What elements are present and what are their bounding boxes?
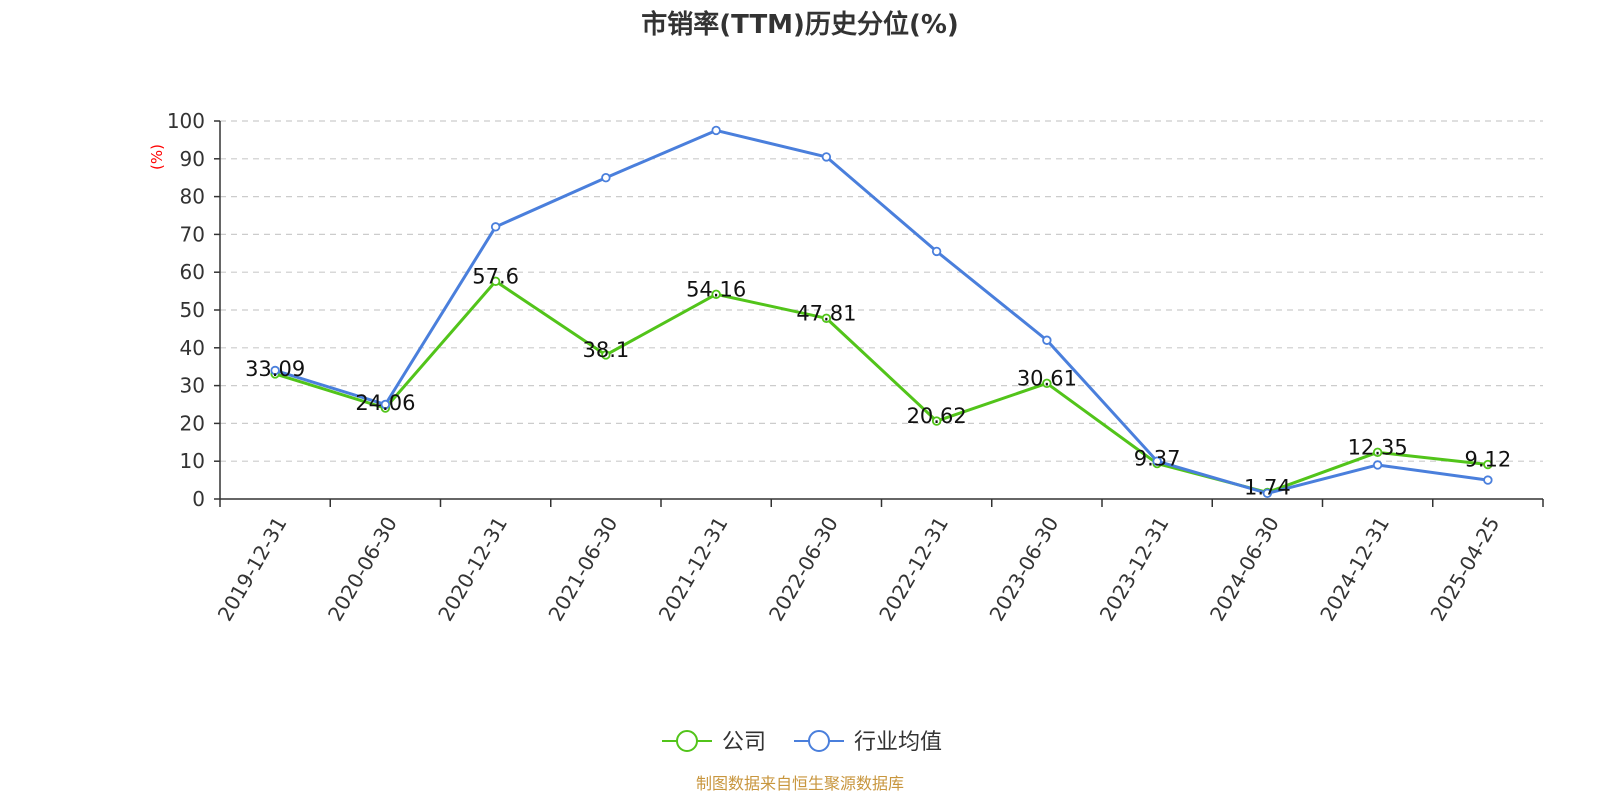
- data-labels: 33.09 24.06 57.6 38.1 54.16 47.81 20.62 30.61 9.…: [245, 264, 1511, 499]
- legend-item-0[interactable]: 公司: [662, 730, 766, 755]
- y-tick-label: 40: [180, 336, 205, 360]
- series-point[interactable]: [1152, 456, 1162, 466]
- y-tick-label: 70: [180, 222, 205, 246]
- legend-marker: [676, 730, 698, 752]
- y-tick-label: 60: [180, 260, 205, 284]
- x-tick-labels: 2019-12-31 2020-06-30 2020-12-31 2021-06-30…: [213, 513, 1505, 626]
- chart-title: 市销率(TTM)历史分位(%): [641, 9, 959, 40]
- x-tick-label: 2024-06-30: [1205, 513, 1284, 626]
- x-tick-label: 2025-04-25: [1425, 513, 1504, 626]
- x-tick-label: 2020-12-31: [433, 513, 512, 626]
- x-tick-label: 2024-12-31: [1315, 513, 1394, 626]
- y-tick-labels: 0 10 20 30 40 50 60 70 80 90 100: [167, 109, 205, 511]
- legend-label: 行业均值: [854, 730, 942, 755]
- y-tick-label: 90: [180, 147, 205, 171]
- data-label: 30.61: [1017, 366, 1077, 390]
- series-point[interactable]: [1042, 378, 1052, 388]
- series-1: [270, 125, 1493, 499]
- series-point[interactable]: [1372, 447, 1383, 458]
- x-tick-label: 2019-12-31: [213, 513, 292, 626]
- y-tick-label: 50: [180, 298, 205, 322]
- series-point[interactable]: [931, 246, 942, 257]
- series-point[interactable]: [711, 289, 721, 299]
- axes: [214, 120, 1544, 507]
- y-tick-label: 80: [180, 185, 205, 209]
- series-point[interactable]: [490, 276, 501, 286]
- series-layer: [270, 125, 1493, 499]
- x-tick-label: 2021-12-31: [654, 513, 733, 626]
- y-tick-label: 10: [180, 449, 205, 473]
- series-point[interactable]: [490, 222, 501, 232]
- series-point[interactable]: [1483, 459, 1493, 470]
- series-point[interactable]: [931, 416, 942, 426]
- x-tick-label: 2023-12-31: [1095, 513, 1174, 626]
- x-tick-label: 2023-06-30: [984, 513, 1063, 626]
- data-label: 57.6: [472, 264, 519, 288]
- series-point[interactable]: [1372, 460, 1383, 470]
- grid-lines: [220, 120, 1543, 462]
- data-label: 20.62: [907, 404, 967, 428]
- series-point[interactable]: [601, 350, 611, 360]
- series-line-1: [274, 128, 1489, 495]
- data-label: 12.35: [1348, 435, 1408, 459]
- y-axis-label: (%): [148, 144, 166, 170]
- x-tick-label: 2020-06-30: [323, 513, 402, 626]
- legend-label: 公司: [722, 730, 766, 755]
- y-tick-label: 100: [167, 109, 205, 133]
- data-label: 33.09: [245, 357, 305, 381]
- data-label: 24.06: [355, 391, 415, 415]
- legend[interactable]: 公司 行业均值: [662, 730, 942, 755]
- series-point[interactable]: [1483, 475, 1493, 485]
- legend-item-1[interactable]: 行业均值: [794, 730, 942, 755]
- source-note: 制图数据来自恒生聚源数据库: [696, 774, 904, 793]
- series-line-0: [274, 279, 1489, 494]
- series-point[interactable]: [821, 313, 832, 323]
- data-label: 38.1: [582, 338, 629, 362]
- legend-marker: [808, 730, 830, 752]
- y-tick-label: 30: [180, 374, 205, 398]
- series-point[interactable]: [1262, 488, 1273, 499]
- series-point[interactable]: [270, 365, 280, 376]
- y-tick-label: 0: [192, 487, 205, 511]
- data-label: 47.81: [796, 301, 856, 325]
- y-tick-label: 20: [180, 411, 205, 435]
- series-point[interactable]: [821, 152, 832, 162]
- series-point[interactable]: [1042, 335, 1052, 345]
- series-point[interactable]: [711, 125, 721, 136]
- data-label: 1.74: [1244, 475, 1291, 499]
- x-tick-label: 2021-06-30: [543, 513, 622, 626]
- data-label: 54.16: [686, 277, 746, 301]
- series-point[interactable]: [380, 399, 391, 410]
- series-point[interactable]: [601, 172, 611, 183]
- data-label: 9.12: [1464, 448, 1511, 472]
- data-label: 9.37: [1134, 447, 1181, 471]
- x-tick-label: 2022-06-30: [764, 513, 843, 626]
- x-tick-label: 2022-12-31: [874, 513, 953, 626]
